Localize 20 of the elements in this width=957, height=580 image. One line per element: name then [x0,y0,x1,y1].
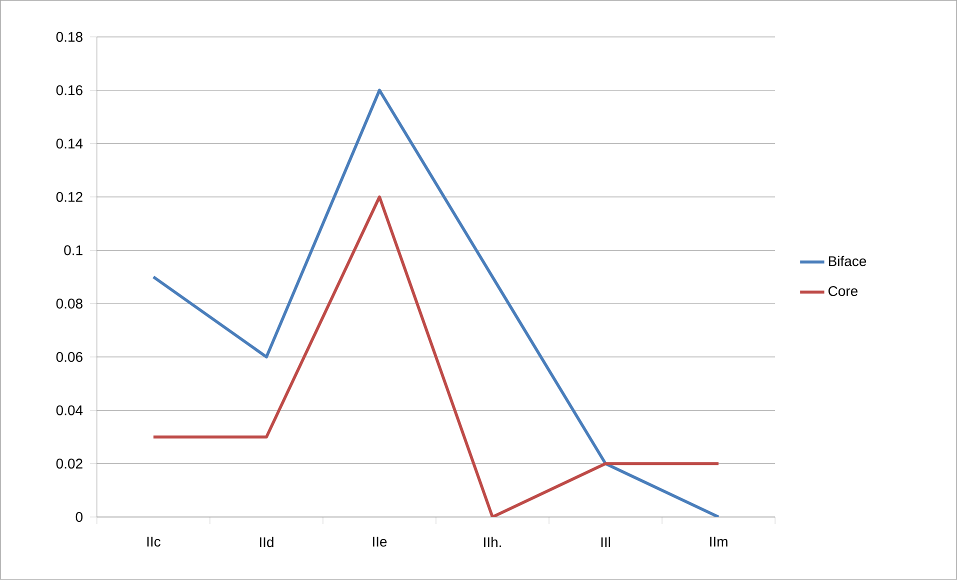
x-tick-label: IIe [372,536,387,547]
y-tick-label: 0.14 [56,138,83,149]
y-tick-label: 0.12 [56,192,82,202]
y-tick-label: 0.1 [64,245,82,256]
y-tick-label: 0.02 [56,458,82,469]
x-tick-label: IIm [710,536,728,547]
legend-label: Core [828,286,858,296]
y-tick-label: 0.16 [56,85,82,96]
x-tick-label: IIl [601,536,610,548]
y-tick-label: 0.18 [56,32,82,42]
y-tick-label: 0 [76,512,83,522]
x-tick-label: IId [260,536,274,548]
legend-label: Biface [828,256,866,266]
line-series [152,88,720,518]
x-tick-label: IIh. [484,536,501,548]
y-tick-label: 0.08 [56,298,82,309]
y-tick-label: 0.04 [56,405,83,416]
y-tick-label: 0.06 [56,352,82,362]
line-series [152,195,720,518]
x-tick-label: IIc [147,536,160,547]
